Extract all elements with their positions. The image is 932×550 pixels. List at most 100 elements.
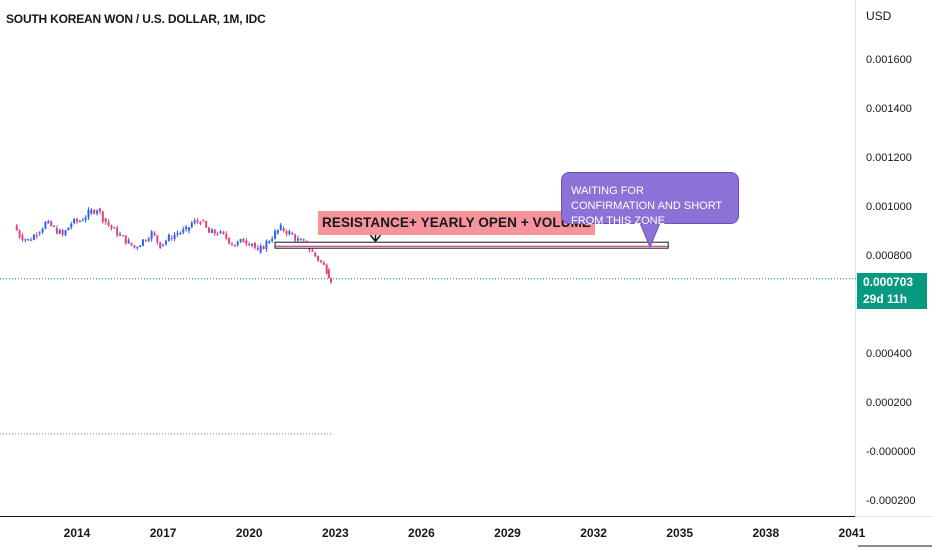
currency-label: USD — [866, 9, 892, 23]
candle-body — [18, 230, 21, 238]
candle-body — [130, 242, 133, 246]
candle-body — [291, 232, 294, 235]
bar-countdown: 29d 11h — [863, 292, 908, 306]
y-tick-label: 0.001000 — [866, 201, 912, 213]
x-tick-label: 2041 — [839, 526, 866, 540]
candle-body — [76, 218, 78, 222]
candle-body — [159, 242, 162, 249]
resistance-arrow-head — [369, 234, 382, 243]
y-tick-label: -0.000200 — [866, 495, 916, 507]
candle-body — [319, 260, 322, 262]
candle-body — [329, 278, 332, 283]
candle-body — [133, 245, 136, 248]
candle-body — [119, 234, 122, 236]
candle-body — [27, 239, 30, 241]
x-tick-label: 2020 — [236, 526, 263, 540]
candle-body — [150, 231, 153, 240]
candle-body — [90, 209, 93, 214]
candle-body — [216, 233, 219, 235]
candle-body — [251, 243, 254, 246]
candle-body — [190, 222, 193, 228]
candle-body — [64, 230, 67, 236]
candle-body — [47, 221, 50, 224]
candle-body — [253, 242, 256, 248]
x-tick-label: 2035 — [666, 526, 693, 540]
candle-body — [288, 231, 291, 235]
candle-body — [156, 235, 159, 243]
y-tick-label: 0.000200 — [866, 397, 912, 409]
candle-body — [299, 239, 302, 241]
candle-body — [170, 237, 173, 240]
candle-body — [271, 238, 274, 242]
candle-body — [279, 224, 282, 230]
candle-body — [259, 246, 262, 253]
candle-body — [256, 247, 259, 250]
candle-body — [147, 239, 150, 241]
candle-body — [30, 239, 33, 241]
candle-body — [187, 227, 190, 231]
y-tick-label: 0.001200 — [866, 152, 912, 164]
y-tick-label: -0.000000 — [866, 446, 916, 458]
x-tick-label: 2017 — [150, 526, 177, 540]
candle-body — [104, 218, 107, 222]
candle-body — [208, 227, 211, 233]
candle-body — [245, 240, 248, 244]
candle-body — [96, 210, 99, 214]
candle-body — [228, 237, 231, 244]
candle-body — [242, 238, 245, 243]
candle-body — [205, 221, 208, 228]
candle-body — [116, 227, 119, 236]
candle-body — [87, 209, 90, 218]
candle-body — [139, 245, 142, 248]
candle-body — [73, 218, 76, 224]
candle-body — [67, 227, 70, 231]
candle-body — [121, 235, 124, 237]
candle-body — [185, 226, 188, 230]
candle-body — [15, 225, 18, 231]
x-tick-label: 2029 — [494, 526, 521, 540]
candle-body — [93, 209, 96, 214]
y-tick-label: 0.000800 — [866, 250, 912, 262]
candle-body — [136, 247, 139, 249]
candle-body — [81, 220, 84, 222]
candle-body — [127, 240, 130, 244]
y-tick-label: 0.001600 — [866, 54, 912, 66]
candle-body — [98, 208, 101, 212]
candle-body — [276, 229, 279, 233]
trade-callout[interactable]: WAITING FOR CONFIRMATION AND SHORT FROM … — [561, 172, 739, 227]
candle-body — [78, 221, 81, 223]
candle-body — [110, 225, 113, 229]
candle-body — [274, 230, 277, 239]
candle-body — [61, 230, 64, 235]
x-tick-label: 2014 — [64, 526, 91, 540]
candle-body — [282, 228, 285, 231]
x-tick-label: 2023 — [322, 526, 349, 540]
candle-body — [311, 250, 314, 252]
resistance-annotation[interactable]: RESISTANCE+ YEARLY OPEN + VOLUME — [318, 211, 596, 235]
candle-body — [230, 243, 233, 245]
candle-body — [142, 239, 145, 246]
candle-body — [327, 269, 330, 279]
candle-body — [322, 262, 325, 265]
last-price-tag: 0.000703 29d 11h — [857, 273, 927, 309]
candle-body — [179, 232, 182, 234]
candle-body — [44, 221, 47, 229]
candle-body — [262, 246, 265, 250]
x-tick-label: 2038 — [752, 526, 779, 540]
candle-body — [225, 233, 228, 239]
candle-body — [32, 234, 35, 240]
candle-body — [265, 241, 268, 250]
candle-body — [167, 234, 170, 241]
candle-body — [196, 220, 199, 222]
candle-body — [233, 244, 236, 247]
candle-body — [202, 220, 205, 222]
candle-body — [35, 234, 38, 237]
candle-body — [124, 235, 127, 244]
x-tick-label: 2026 — [408, 526, 435, 540]
candle-body — [199, 221, 202, 224]
candle-body — [164, 240, 167, 245]
candle-body — [70, 223, 73, 228]
candle-body — [210, 229, 213, 233]
candle-body — [24, 239, 27, 241]
